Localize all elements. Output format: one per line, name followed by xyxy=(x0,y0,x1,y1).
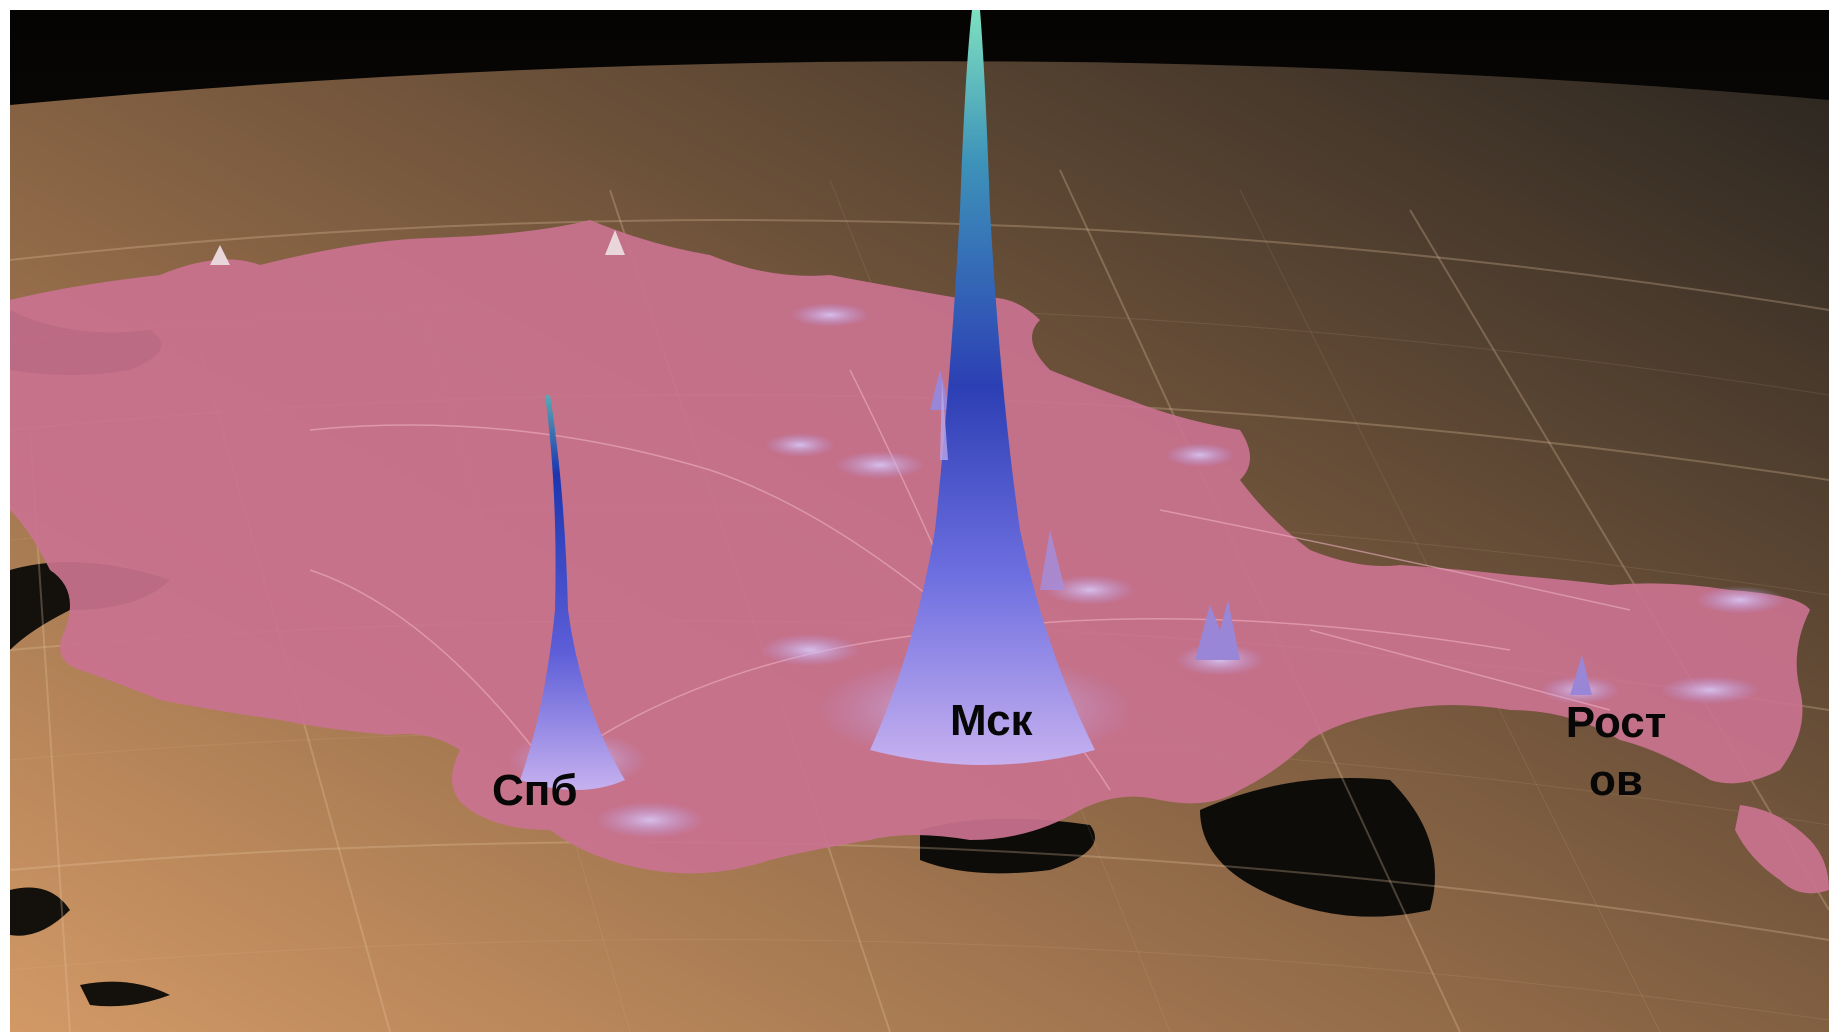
spike-msk xyxy=(815,10,1135,765)
country-region-fragment xyxy=(1735,805,1829,894)
city-label-msk: Мск xyxy=(950,696,1033,745)
population-density-map: Спб Мск Рост ов xyxy=(10,10,1829,1032)
sea-area xyxy=(80,981,170,1007)
map-canvas xyxy=(10,10,1829,1032)
sea-area xyxy=(1200,778,1435,917)
city-label-spb: Спб xyxy=(492,766,578,815)
sea-area xyxy=(10,887,70,936)
road-network xyxy=(309,369,1631,791)
minor-population-clusters xyxy=(210,230,1785,838)
spike-spb xyxy=(508,395,648,790)
city-label-rostov: Рост ов xyxy=(1565,698,1667,805)
country-region xyxy=(10,220,1810,874)
